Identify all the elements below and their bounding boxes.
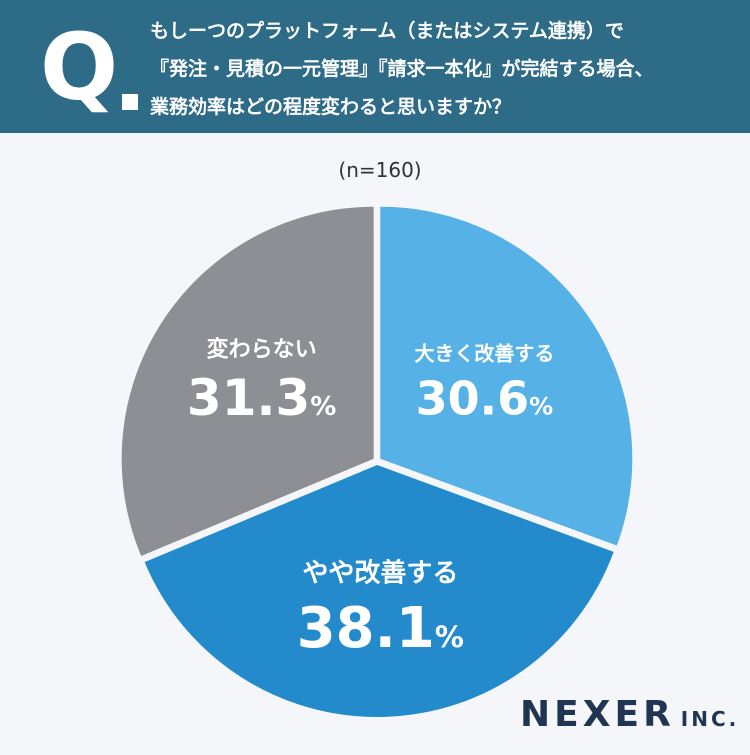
q-dot-icon — [122, 94, 138, 110]
logo-suffix: INC. — [680, 707, 740, 731]
slice-value-large-improvement: 30.6% — [416, 372, 554, 426]
slice-label-no-change: 変わらない — [207, 337, 317, 363]
slice-label-slight-improvement: やや改善する — [302, 557, 458, 588]
sample-size: (n=160) — [338, 158, 422, 182]
pie-slice-slight-improvement — [144, 464, 614, 717]
question-line: もしーつのプラットフォーム（またはシステム連携）で — [150, 20, 624, 42]
slice-value-slight-improvement: 38.1% — [297, 596, 464, 661]
slice-label-large-improvement: 大きく改善する — [414, 342, 554, 366]
q-mark: Q — [40, 14, 119, 121]
logo-name: NEXER — [520, 694, 675, 735]
pie-slice-large-improvement — [380, 206, 633, 546]
question-line: 業務効率はどの程度変わると思いますか？ — [150, 96, 512, 118]
question-header: Q もしーつのプラットフォーム（またはシステム連携）で 『発注・見積の一元管理』… — [0, 0, 750, 133]
question-line: 『発注・見積の一元管理』『請求一本化』が完結する場合、 — [150, 58, 654, 80]
pie-slice-no-change — [121, 206, 374, 556]
question-text: もしーつのプラットフォーム（またはシステム連携）で 『発注・見積の一元管理』『請… — [150, 12, 735, 126]
nexer-logo: NEXER INC. — [520, 694, 739, 735]
slice-value-no-change: 31.3% — [187, 369, 336, 427]
